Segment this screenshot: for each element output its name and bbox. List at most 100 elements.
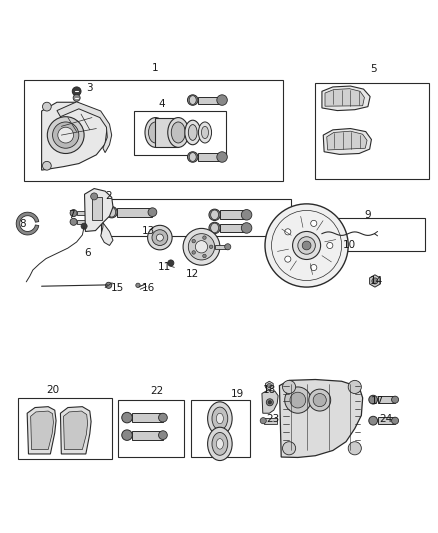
Polygon shape — [60, 407, 91, 454]
Text: 15: 15 — [111, 282, 124, 293]
Text: 24: 24 — [379, 414, 392, 424]
Ellipse shape — [216, 413, 223, 424]
Ellipse shape — [211, 210, 219, 220]
Text: 13: 13 — [142, 227, 155, 237]
Ellipse shape — [211, 223, 219, 233]
Circle shape — [241, 209, 252, 220]
Circle shape — [209, 222, 220, 233]
Circle shape — [285, 387, 311, 413]
Bar — [101, 199, 291, 236]
Circle shape — [168, 260, 174, 266]
Circle shape — [53, 122, 79, 148]
Ellipse shape — [208, 402, 232, 435]
Bar — [378, 396, 395, 403]
Circle shape — [42, 102, 51, 111]
Circle shape — [369, 416, 378, 425]
Circle shape — [209, 245, 213, 248]
Circle shape — [187, 152, 198, 162]
Ellipse shape — [108, 207, 116, 217]
Polygon shape — [57, 102, 112, 152]
Circle shape — [267, 383, 272, 388]
Ellipse shape — [189, 152, 196, 161]
Bar — [220, 211, 247, 219]
Circle shape — [285, 229, 291, 235]
Bar — [315, 219, 425, 251]
Circle shape — [369, 395, 378, 404]
Circle shape — [106, 206, 117, 218]
Ellipse shape — [148, 122, 162, 143]
Polygon shape — [27, 407, 56, 454]
Ellipse shape — [198, 122, 212, 143]
Circle shape — [72, 87, 81, 96]
Bar — [117, 208, 152, 216]
Circle shape — [70, 209, 77, 216]
Circle shape — [266, 399, 273, 406]
Circle shape — [265, 204, 348, 287]
Circle shape — [392, 417, 399, 424]
Circle shape — [81, 223, 87, 229]
Ellipse shape — [201, 126, 208, 139]
Circle shape — [136, 283, 140, 287]
Circle shape — [217, 95, 227, 106]
Text: 11: 11 — [158, 262, 171, 271]
Bar — [77, 220, 85, 223]
Circle shape — [285, 256, 291, 262]
Bar — [134, 111, 226, 155]
Circle shape — [302, 241, 311, 250]
Circle shape — [298, 237, 315, 254]
Circle shape — [309, 389, 331, 411]
Circle shape — [293, 231, 321, 260]
Circle shape — [372, 278, 378, 284]
Circle shape — [148, 225, 172, 250]
Ellipse shape — [208, 427, 232, 461]
Circle shape — [122, 430, 132, 440]
Circle shape — [159, 413, 167, 422]
Bar — [118, 400, 184, 457]
Circle shape — [70, 219, 77, 225]
Bar — [264, 418, 277, 424]
Polygon shape — [31, 411, 53, 449]
Text: 23: 23 — [266, 414, 279, 424]
Wedge shape — [16, 212, 39, 235]
Circle shape — [283, 381, 296, 393]
Polygon shape — [322, 86, 370, 110]
Text: 12: 12 — [186, 269, 199, 279]
Text: 7: 7 — [67, 210, 74, 220]
Polygon shape — [323, 128, 371, 155]
Circle shape — [187, 95, 198, 106]
Circle shape — [73, 94, 80, 101]
Circle shape — [225, 244, 231, 250]
Bar — [155, 118, 178, 147]
Polygon shape — [325, 88, 364, 106]
Circle shape — [260, 418, 266, 424]
Circle shape — [203, 236, 206, 239]
Polygon shape — [265, 381, 273, 390]
Text: 19: 19 — [231, 390, 244, 399]
Text: 17: 17 — [371, 396, 384, 406]
Polygon shape — [279, 379, 363, 457]
Ellipse shape — [212, 432, 228, 455]
Circle shape — [268, 400, 272, 404]
Polygon shape — [327, 131, 367, 150]
Ellipse shape — [148, 208, 157, 216]
Text: 6: 6 — [84, 248, 91, 259]
Text: 22: 22 — [150, 386, 163, 397]
Bar — [132, 413, 163, 422]
Bar — [18, 398, 112, 459]
Bar — [92, 197, 102, 220]
Text: 10: 10 — [343, 240, 356, 251]
Circle shape — [217, 152, 227, 162]
Circle shape — [192, 239, 195, 243]
Circle shape — [203, 254, 206, 258]
Circle shape — [348, 381, 361, 393]
Circle shape — [311, 264, 317, 271]
Ellipse shape — [171, 122, 185, 143]
Circle shape — [290, 392, 306, 408]
Polygon shape — [370, 275, 380, 287]
Text: 18: 18 — [263, 385, 276, 395]
Bar — [220, 223, 247, 232]
Circle shape — [106, 282, 112, 288]
Circle shape — [91, 193, 98, 200]
Circle shape — [313, 393, 326, 407]
Circle shape — [348, 442, 361, 455]
